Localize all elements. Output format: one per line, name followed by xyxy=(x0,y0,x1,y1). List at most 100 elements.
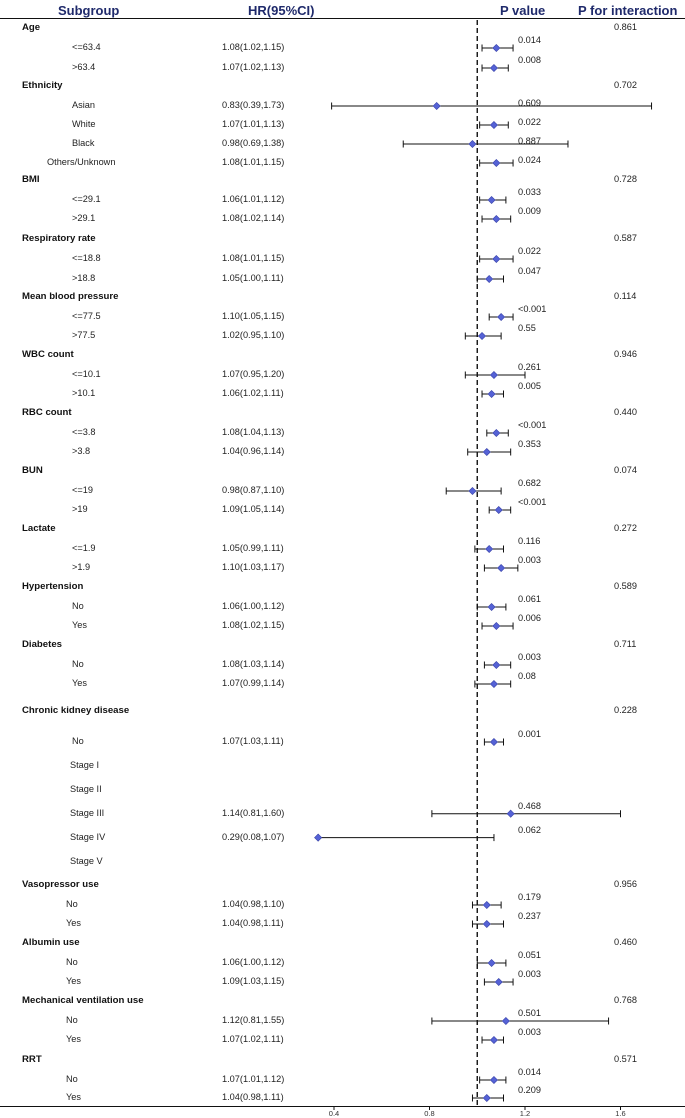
subgroup-label: Asian xyxy=(72,100,95,110)
subgroup-label: Yes xyxy=(72,620,87,630)
p-interaction: 0.728 xyxy=(614,174,637,184)
p-value: 0.061 xyxy=(518,594,541,604)
hr-ci-text: 1.05(1.00,1.11) xyxy=(222,273,284,283)
p-value: 0.009 xyxy=(518,206,541,216)
group-label: BUN xyxy=(22,465,43,476)
hr-point xyxy=(492,428,501,438)
hr-point xyxy=(487,602,496,612)
p-value: 0.022 xyxy=(518,246,541,256)
hr-point xyxy=(489,1075,498,1085)
subgroup-label: >29.1 xyxy=(72,213,96,223)
hr-point xyxy=(492,214,501,224)
hr-point xyxy=(487,958,496,968)
hr-ci-text: 0.83(0.39,1.73) xyxy=(222,100,285,110)
group-label: Diabetes xyxy=(22,639,62,650)
p-interaction: 0.571 xyxy=(614,1054,637,1064)
hr-point xyxy=(468,139,477,149)
p-value: <0.001 xyxy=(518,304,547,314)
p-value: 0.08 xyxy=(518,671,536,681)
hr-ci-text: 1.07(1.03,1.11) xyxy=(222,736,284,746)
p-value: 0.887 xyxy=(518,136,541,146)
hr-point xyxy=(492,660,501,670)
header-p-value: P value xyxy=(500,3,546,18)
hr-ci-text: 1.14(0.81,1.60) xyxy=(222,807,285,818)
p-interaction: 0.074 xyxy=(614,465,637,475)
group-label: Respiratory rate xyxy=(22,233,96,244)
hr-ci-text: 1.10(1.03,1.17) xyxy=(222,562,285,572)
subgroup-label: >18.8 xyxy=(72,273,96,283)
hr-point xyxy=(501,1016,510,1026)
header-subgroup: Subgroup xyxy=(58,3,120,18)
p-interaction: 0.768 xyxy=(614,995,637,1005)
group-label: Ethnicity xyxy=(22,80,63,91)
hr-ci-text: 1.08(1.01,1.15) xyxy=(222,253,285,263)
p-value: 0.047 xyxy=(518,266,541,276)
hr-point xyxy=(489,737,498,747)
subgroup-label: Stage I xyxy=(70,759,100,770)
hr-point xyxy=(485,274,494,284)
x-tick-label: 1.2 xyxy=(520,1109,530,1118)
hr-ci-text: 1.09(1.05,1.14) xyxy=(222,504,285,514)
subgroup-label: Yes xyxy=(66,1092,81,1102)
group-label: Age xyxy=(22,22,41,33)
p-value: 0.261 xyxy=(518,362,541,372)
hr-ci-text: 1.07(1.01,1.12) xyxy=(222,1074,285,1084)
p-value: 0.468 xyxy=(518,800,541,811)
subgroup-label: No xyxy=(66,1074,78,1084)
hr-ci-text: 1.07(0.99,1.14) xyxy=(222,678,285,688)
subgroup-label: White xyxy=(72,119,96,129)
hr-ci-text: 1.08(1.01,1.15) xyxy=(222,157,285,167)
hr-ci-text: 1.08(1.02,1.15) xyxy=(222,620,285,630)
hr-point xyxy=(497,312,506,322)
p-value: 0.682 xyxy=(518,478,541,488)
p-interaction: 0.587 xyxy=(614,233,637,243)
hr-ci-text: 0.29(0.08,1.07) xyxy=(222,831,285,842)
subgroup-label: Black xyxy=(72,138,95,148)
hr-ci-text: 0.98(0.69,1.38) xyxy=(222,138,285,148)
hr-point xyxy=(506,809,515,818)
hr-point xyxy=(482,1093,491,1103)
group-label: Chronic kidney disease xyxy=(22,705,130,716)
hr-ci-text: 1.04(0.98,1.11) xyxy=(222,1092,284,1102)
subgroup-label: Yes xyxy=(72,678,87,688)
hr-point xyxy=(492,621,501,631)
hr-point xyxy=(485,544,494,554)
group-label: Hypertension xyxy=(22,581,84,592)
subgroup-label: No xyxy=(72,736,84,746)
subgroup-label: >77.5 xyxy=(72,330,96,340)
hr-ci-text: 1.10(1.05,1.15) xyxy=(222,311,285,321)
hr-point xyxy=(489,63,498,73)
subgroup-label: <=10.1 xyxy=(72,369,101,379)
subgroup-label: <=77.5 xyxy=(72,311,101,321)
subgroup-label: >63.4 xyxy=(72,62,96,72)
p-interaction: 0.711 xyxy=(614,639,637,649)
hr-point xyxy=(482,919,491,929)
hr-point xyxy=(494,977,503,987)
p-value: 0.353 xyxy=(518,439,541,449)
p-value: <0.001 xyxy=(518,497,547,507)
group-label: RBC count xyxy=(22,407,72,418)
subgroup-label: No xyxy=(72,659,84,669)
p-value: 0.051 xyxy=(518,950,541,960)
subgroup-label: Yes xyxy=(66,976,81,986)
p-interaction: 0.956 xyxy=(614,879,637,889)
p-interaction: 0.460 xyxy=(614,937,637,947)
subgroup-label: >3.8 xyxy=(72,446,91,456)
x-tick-label: 0.4 xyxy=(329,1109,339,1118)
subgroup-label: <=29.1 xyxy=(72,194,101,204)
subgroup-label: >19 xyxy=(72,504,88,514)
p-interaction: 0.702 xyxy=(614,80,637,90)
hr-point xyxy=(489,679,498,689)
group-label: Vasopressor use xyxy=(22,879,99,890)
p-value: 0.237 xyxy=(518,911,541,921)
p-value: 0.609 xyxy=(518,98,541,108)
subgroup-label: No xyxy=(72,601,84,611)
p-interaction: 0.440 xyxy=(614,407,637,417)
subgroup-label: No xyxy=(66,1015,78,1025)
hr-point xyxy=(487,389,496,399)
subgroup-label: <=1.9 xyxy=(72,543,96,553)
hr-point xyxy=(482,447,491,457)
hr-ci-text: 1.04(0.98,1.11) xyxy=(222,918,284,928)
p-value: 0.209 xyxy=(518,1085,541,1095)
hr-point xyxy=(489,370,498,380)
